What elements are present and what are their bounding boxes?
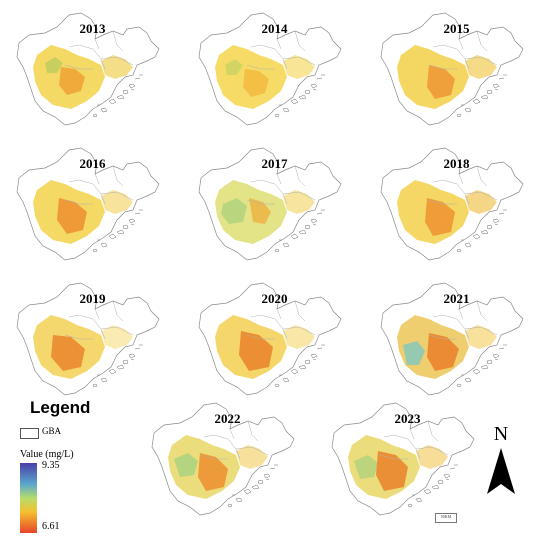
map-panel-2023: 2023 xyxy=(320,395,495,520)
gba-map xyxy=(16,12,160,126)
map-panel-2018: 2018 xyxy=(369,140,544,265)
north-label: N xyxy=(493,423,509,445)
ramp-min-label: 6.61 xyxy=(42,521,60,532)
map-panel-2016: 2016 xyxy=(5,140,180,265)
gba-map xyxy=(380,12,524,126)
gba-map xyxy=(380,282,524,396)
year-label: 2013 xyxy=(79,21,106,36)
gba-map xyxy=(151,402,295,516)
color-ramp xyxy=(20,463,37,533)
year-label: 2014 xyxy=(261,21,288,36)
year-label: 2020 xyxy=(261,291,288,306)
gba-map xyxy=(198,12,342,126)
scale-bar-box xyxy=(435,513,457,523)
map-panel-2013: 2013 xyxy=(5,5,180,130)
map-panel-2015: 2015 xyxy=(369,5,544,130)
map-panel-2014: 2014 xyxy=(187,5,362,130)
year-label: 2019 xyxy=(79,291,106,306)
scale-bar: 50KM xyxy=(435,513,457,523)
map-panel-2019: 2019 xyxy=(5,275,180,400)
north-arrow-icon xyxy=(487,448,515,494)
map-panel-2022: 2022 xyxy=(140,395,315,520)
year-label: 2021 xyxy=(443,291,470,306)
year-label: 2016 xyxy=(79,156,106,171)
scale-bar-label: 50KM xyxy=(440,514,452,519)
value-unit-label: Value (mg/L) xyxy=(20,449,74,460)
gba-map xyxy=(380,147,524,261)
gba-map xyxy=(16,282,160,396)
year-label: 2018 xyxy=(443,156,470,171)
year-label: 2022 xyxy=(214,411,241,426)
gba-map xyxy=(198,282,342,396)
gba-map xyxy=(16,147,160,261)
legend-title: Legend xyxy=(30,398,91,417)
year-label: 2023 xyxy=(394,411,421,426)
gba-boundary-swatch xyxy=(20,428,39,439)
year-label: 2017 xyxy=(261,156,288,171)
north-arrow: N xyxy=(483,423,519,498)
gba-boundary-label: GBA xyxy=(42,426,62,436)
map-panel-2021: 2021 xyxy=(369,275,544,400)
map-panel-2020: 2020 xyxy=(187,275,362,400)
gba-map xyxy=(198,147,342,261)
year-label: 2015 xyxy=(443,21,470,36)
map-panel-2017: 2017 xyxy=(187,140,362,265)
ramp-max-label: 9.35 xyxy=(42,460,60,471)
gba-map xyxy=(331,402,475,516)
